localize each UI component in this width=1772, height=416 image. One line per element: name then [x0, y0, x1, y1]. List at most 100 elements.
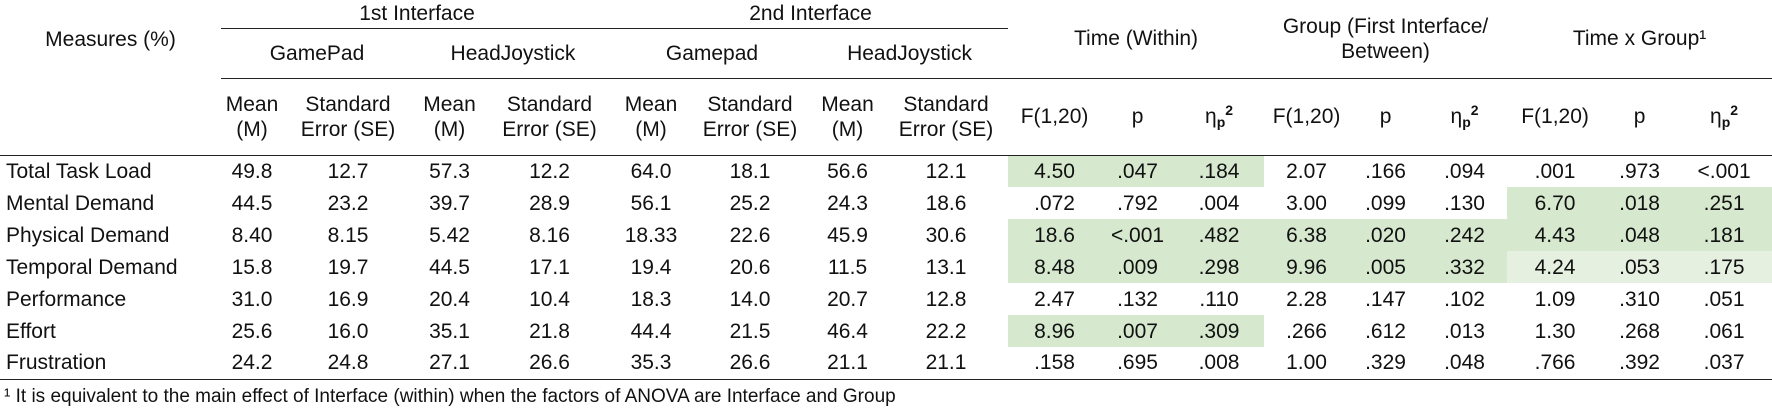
cell: .048 [1422, 347, 1508, 380]
cell: .005 [1349, 251, 1423, 283]
subscript: p [1462, 114, 1471, 130]
cell: 23.2 [327, 191, 369, 215]
column-header: F(1,20) [1264, 78, 1350, 156]
effect-header: Time x Group¹ [1507, 0, 1772, 79]
measure-name: Mental Demand [6, 191, 155, 215]
cell: .309 [1174, 315, 1265, 347]
cell: 56.1 [630, 191, 672, 215]
cell: .482 [1174, 219, 1265, 251]
cell: 31.0 [231, 287, 273, 311]
table-row: Performance 31.0 16.9 20.4 10.4 18.3 14.0 20.7 1… [0, 283, 1772, 315]
interface-header: 2nd Interface [613, 0, 1009, 29]
column-header: p [1101, 78, 1175, 156]
device-header: GamePad [221, 28, 413, 79]
superscript: 2 [1470, 102, 1479, 118]
footnote: ¹ It is equivalent to the main effect of… [4, 385, 896, 407]
cell: 1.09 [1534, 287, 1576, 311]
cell: 11.5 [827, 255, 868, 279]
cell: 16.9 [327, 287, 369, 311]
cell: 22.2 [925, 319, 967, 343]
cell: .329 [1349, 347, 1423, 380]
cell: .147 [1365, 287, 1406, 311]
cell: 6.38 [1264, 219, 1350, 251]
table-body: Total Task Load 49.8 12.7 57.3 12.2 64.0 18.1 5… [0, 155, 1772, 380]
cell: .766 [1507, 347, 1604, 380]
cell: .332 [1422, 251, 1508, 283]
measure-name: Temporal Demand [6, 255, 178, 279]
cell: 24.8 [283, 347, 413, 380]
cell: .132 [1117, 287, 1158, 311]
header-row: GamePad HeadJoystick Gamepad HeadJoystick [0, 28, 1772, 79]
cell: 12.7 [327, 159, 369, 183]
subscript: p [1216, 114, 1226, 130]
cell: 21.1 [884, 347, 1009, 380]
results-table: Measures (%) 1st Interface 2nd Interface Ti… [0, 0, 1772, 380]
column-header: ηp2 [1174, 78, 1265, 156]
cell: <.001 [1697, 159, 1751, 183]
measures-header: Measures (%) [45, 27, 176, 51]
cell: .047 [1101, 155, 1175, 187]
cell: 64.0 [630, 159, 672, 183]
column-header: p [1349, 78, 1423, 156]
cell: .099 [1365, 191, 1406, 215]
column-header: Standard Error (SE) [283, 78, 413, 156]
effect-header: Group (First Interface/ Between) [1264, 0, 1508, 79]
effect-header: Time (Within) [1008, 0, 1265, 79]
cell: .392 [1603, 347, 1677, 380]
cell: 16.0 [327, 319, 369, 343]
cell: 18.33 [624, 223, 678, 247]
cell: 22.6 [729, 223, 771, 247]
table-row: Effort 25.6 16.0 35.1 21.8 44.4 21.5 46.4 22.2 8.… [0, 315, 1772, 347]
table-row: Mental Demand 44.5 23.2 39.7 28.9 56.1 25.2 24.… [0, 187, 1772, 219]
cell: 20.4 [429, 287, 470, 311]
cell: .051 [1703, 287, 1745, 311]
cell: 18.6 [1008, 219, 1102, 251]
table-row: Total Task Load 49.8 12.7 57.3 12.2 64.0 18.1 5… [0, 155, 1772, 187]
cell: .158 [1008, 347, 1102, 380]
cell: 24.3 [827, 191, 868, 215]
cell: .001 [1534, 159, 1576, 183]
cell: 24.2 [221, 347, 283, 380]
cell: .102 [1444, 287, 1485, 311]
cell: 27.1 [413, 347, 486, 380]
cell: .094 [1444, 159, 1485, 183]
cell: .053 [1603, 251, 1677, 283]
measure-name: Physical Demand [6, 223, 170, 247]
cell: .061 [1703, 319, 1745, 343]
cell: .130 [1444, 191, 1485, 215]
cell: 20.6 [729, 255, 771, 279]
cell: 21.8 [529, 319, 570, 343]
cell: 21.1 [811, 347, 884, 380]
interface-header: 1st Interface [221, 0, 613, 29]
cell: .310 [1619, 287, 1660, 311]
cell: 26.6 [689, 347, 811, 380]
header-row: Measures (%) 1st Interface 2nd Interface Ti… [0, 0, 1772, 79]
device-header: Gamepad [613, 28, 811, 79]
cell: 8.96 [1008, 315, 1102, 347]
cell: 8.48 [1008, 251, 1102, 283]
measure-name: Performance [6, 287, 127, 311]
symbol: η [1205, 105, 1217, 128]
cell: .612 [1365, 319, 1406, 343]
cell: .298 [1174, 251, 1265, 283]
cell: 18.3 [630, 287, 672, 311]
cell: .268 [1619, 319, 1660, 343]
cell: .110 [1199, 287, 1239, 311]
table-row: Frustration 24.2 24.8 27.1 26.6 35.3 26.6 21.1 2… [0, 347, 1772, 380]
cell: .048 [1603, 219, 1677, 251]
cell: 57.3 [429, 159, 470, 183]
cell: 39.7 [429, 191, 470, 215]
table-row: Temporal Demand 15.8 19.7 44.5 17.1 19.4 20.6 1… [0, 251, 1772, 283]
cell: 56.6 [827, 159, 868, 183]
column-header: Mean (M) [221, 78, 283, 156]
column-header: F(1,20) [1507, 78, 1604, 156]
column-header: Mean (M) [413, 78, 486, 156]
device-header: HeadJoystick [811, 28, 1009, 79]
cell: 12.2 [529, 159, 570, 183]
cell: 30.6 [925, 223, 967, 247]
cell: 8.40 [231, 223, 273, 247]
column-header: Mean (M) [613, 78, 689, 156]
cell: 25.6 [231, 319, 273, 343]
superscript: 2 [1730, 102, 1739, 118]
cell: .973 [1619, 159, 1660, 183]
